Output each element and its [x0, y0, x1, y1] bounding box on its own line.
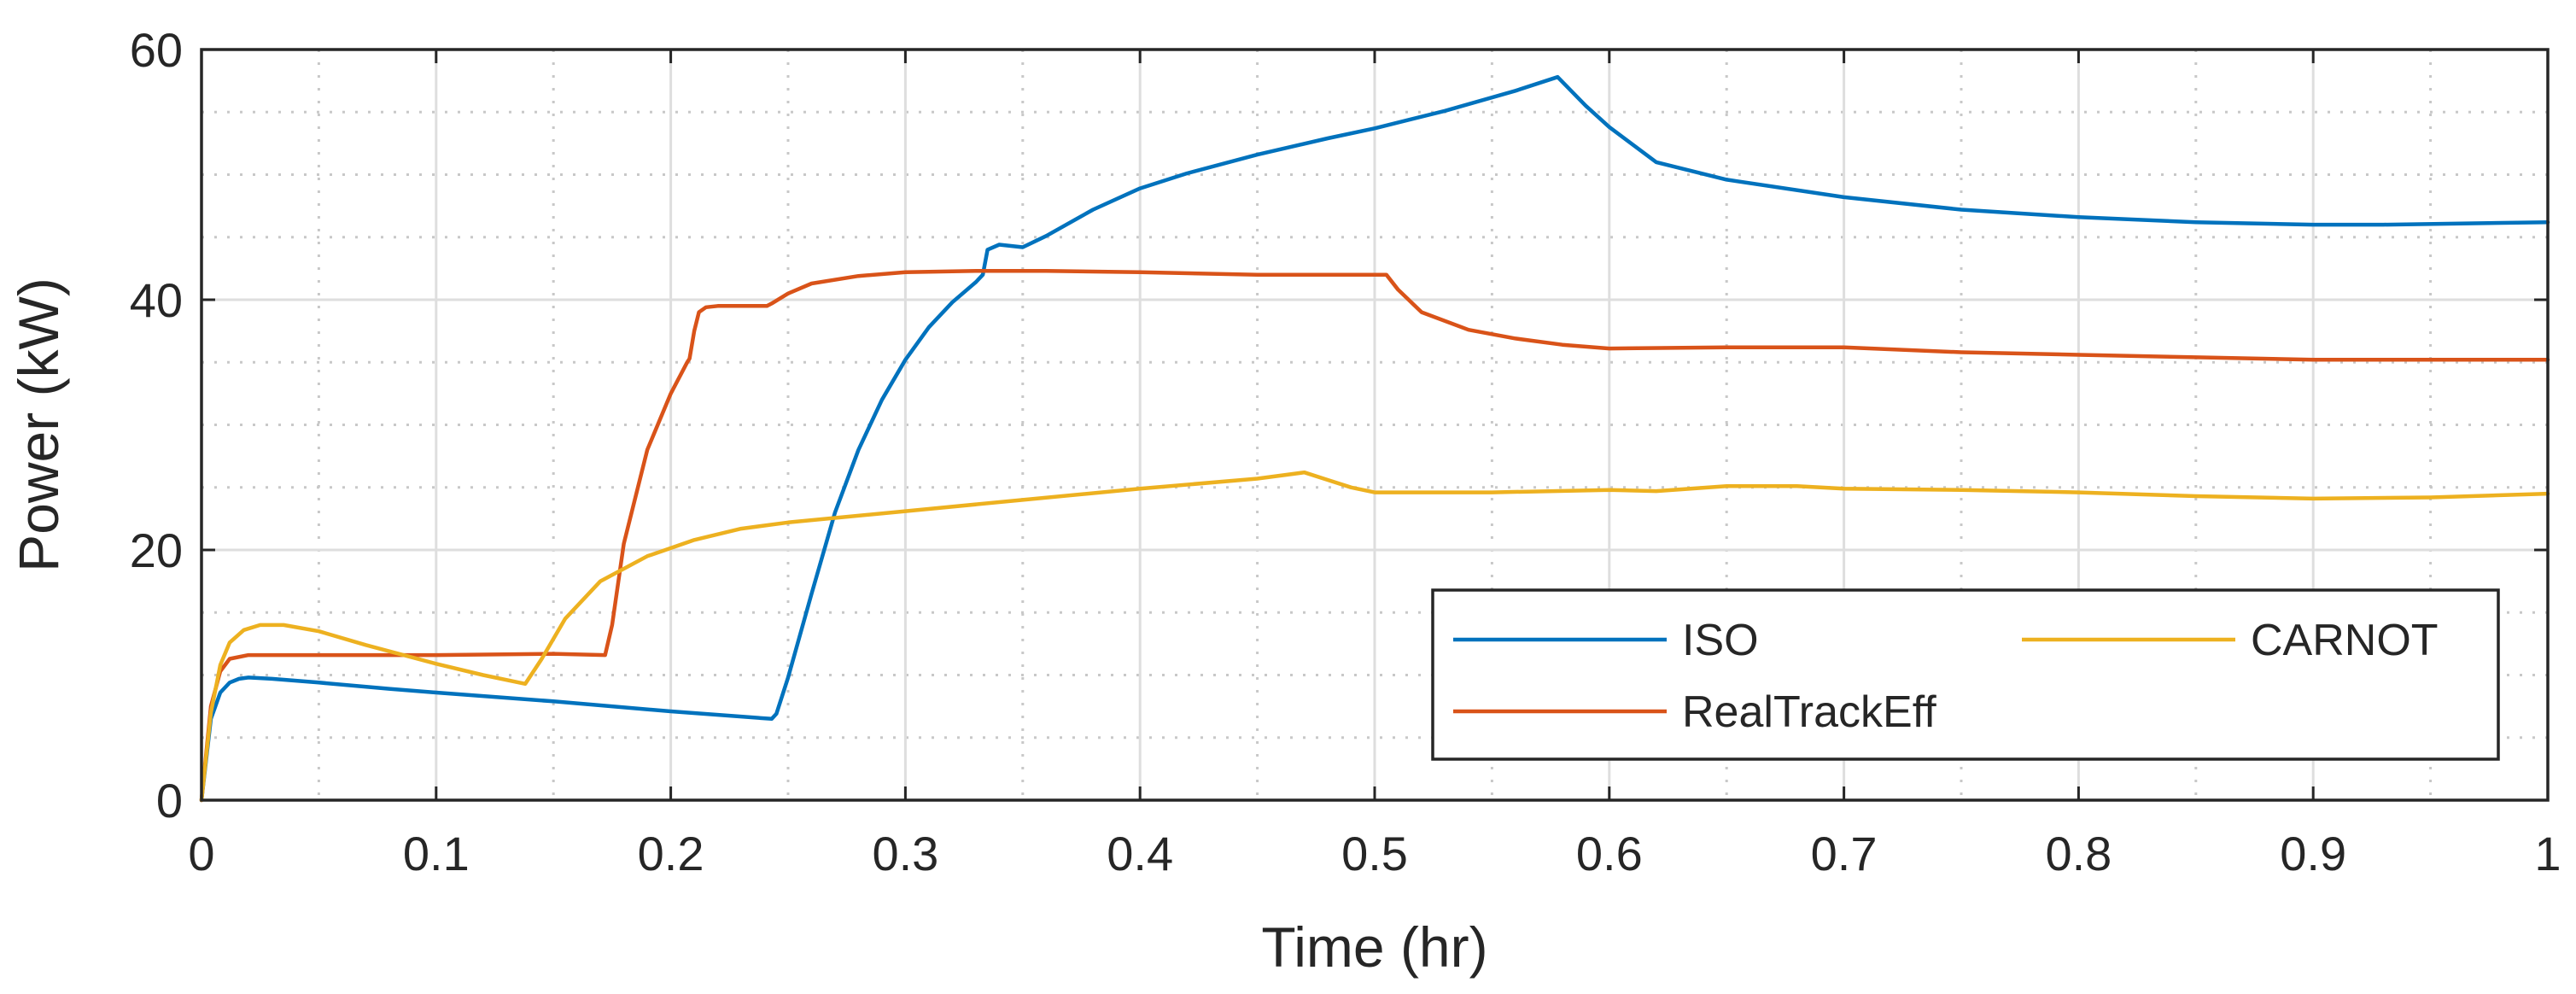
x-tick-label: 0.4	[1107, 827, 1173, 880]
series-lines	[199, 74, 2550, 803]
x-tick-label: 0.6	[1576, 827, 1643, 880]
legend-label-realtrackeff: RealTrackEff	[1682, 687, 1936, 737]
legend-box	[1431, 588, 2500, 761]
x-tick-label: 0.7	[1811, 827, 1878, 880]
y-tick-label: 0	[156, 774, 183, 827]
axes	[200, 48, 2550, 802]
x-tick-label: 1	[2534, 827, 2561, 880]
tick-labels: 0 0.1 0.2 0.3 0.4 0.5 0.6 0.7 0.8 0.9 1 0 20 40 60	[130, 23, 2561, 880]
series-line-carnot	[199, 470, 2550, 803]
series-line-iso	[199, 74, 2550, 803]
x-tick-label: 0.5	[1341, 827, 1408, 880]
y-axis-label: Power (kW)	[7, 278, 70, 572]
x-axis-label: Time (hr)	[1261, 915, 1487, 979]
legend-label-carnot: CARNOT	[2251, 616, 2439, 665]
x-tick-label: 0	[188, 827, 214, 880]
y-tick-label: 20	[130, 523, 183, 577]
x-tick-label: 0.9	[2280, 827, 2346, 880]
x-tick-label: 0.8	[2045, 827, 2112, 880]
series-line-realtrackeff	[199, 269, 2550, 803]
y-tick-label: 60	[130, 23, 183, 77]
x-tick-label: 0.1	[403, 827, 470, 880]
x-tick-label: 0.2	[638, 827, 704, 880]
y-tick-label: 40	[130, 273, 183, 327]
legend: ISO RealTrackEff CARNOT	[1431, 588, 2500, 761]
x-tick-label: 0.3	[872, 827, 938, 880]
legend-label-iso: ISO	[1682, 616, 1759, 665]
